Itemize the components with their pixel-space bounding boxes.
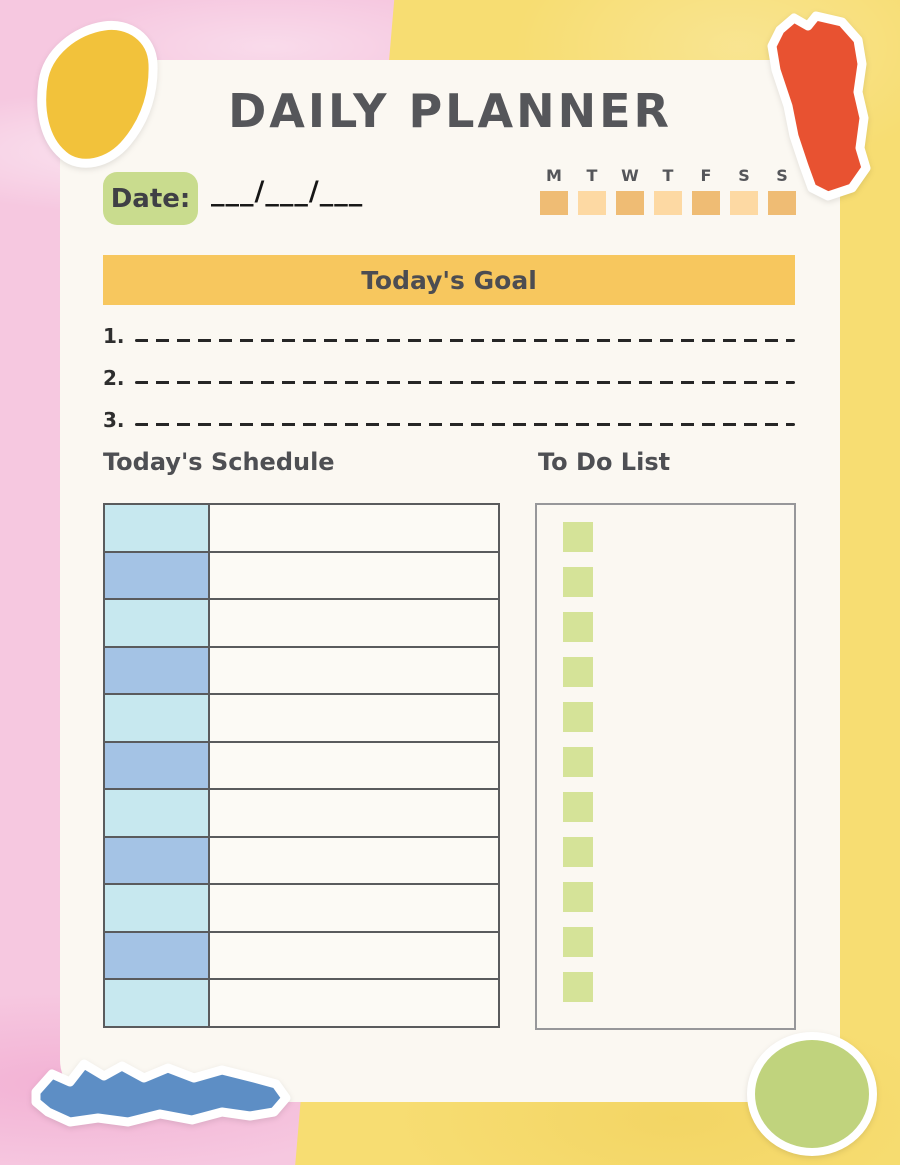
goal-banner: Today's Goal xyxy=(103,255,795,305)
todo-checkbox[interactable] xyxy=(563,747,593,777)
schedule-row xyxy=(105,790,498,838)
date-label: Date: xyxy=(110,183,191,214)
schedule-time-cell[interactable] xyxy=(105,695,210,741)
schedule-row xyxy=(105,552,498,601)
page-title: DAILY PLANNER xyxy=(228,84,672,138)
week-day-label: F xyxy=(700,166,712,185)
todo-checkbox[interactable] xyxy=(563,972,593,1002)
goal-line-number: 3. xyxy=(103,408,125,432)
schedule-row xyxy=(105,505,498,553)
week-day-checkbox[interactable] xyxy=(616,191,644,215)
todo-checkbox[interactable] xyxy=(563,567,593,597)
week-day: F xyxy=(692,168,720,215)
week-day: S xyxy=(730,168,758,215)
goal-line-row: 3. xyxy=(103,390,795,432)
week-day-checkbox[interactable] xyxy=(578,191,606,215)
schedule-row xyxy=(105,742,498,791)
week-day: S xyxy=(768,168,796,215)
todo-checkbox[interactable] xyxy=(563,612,593,642)
schedule-row xyxy=(105,600,498,648)
schedule-entry-cell[interactable] xyxy=(210,647,498,694)
week-day: T xyxy=(654,168,682,215)
todo-list-box xyxy=(535,503,796,1030)
schedule-time-cell[interactable] xyxy=(105,980,210,1027)
goal-line-number: 1. xyxy=(103,324,125,348)
schedule-heading: Today's Schedule xyxy=(103,448,335,476)
schedule-entry-cell[interactable] xyxy=(210,790,498,836)
schedule-entry-cell[interactable] xyxy=(210,695,498,741)
schedule-row xyxy=(105,647,498,696)
todo-checkbox[interactable] xyxy=(563,927,593,957)
todo-checkbox[interactable] xyxy=(563,702,593,732)
yellow-paper-scrap-icon xyxy=(37,20,158,168)
goal-line-row: 2. xyxy=(103,348,795,390)
schedule-time-cell[interactable] xyxy=(105,742,210,789)
goal-line-number: 2. xyxy=(103,366,125,390)
week-day-label: W xyxy=(621,166,639,185)
week-day: M xyxy=(540,168,568,215)
week-day-checkbox[interactable] xyxy=(730,191,758,215)
schedule-entry-cell[interactable] xyxy=(210,505,498,551)
todo-checkbox[interactable] xyxy=(563,522,593,552)
schedule-entry-cell[interactable] xyxy=(210,742,498,789)
schedule-row xyxy=(105,885,498,933)
goal-line-input[interactable] xyxy=(134,339,795,342)
schedule-entry-cell[interactable] xyxy=(210,932,498,979)
schedule-row xyxy=(105,695,498,743)
todo-heading: To Do List xyxy=(538,448,671,476)
schedule-time-cell[interactable] xyxy=(105,885,210,931)
schedule-row xyxy=(105,980,498,1027)
todo-checkbox[interactable] xyxy=(563,882,593,912)
date-fill-in-field[interactable]: ___/___/___ xyxy=(211,176,364,207)
green-paper-circle-icon xyxy=(747,1032,877,1156)
schedule-entry-cell[interactable] xyxy=(210,600,498,646)
todo-checkbox[interactable] xyxy=(563,657,593,687)
todo-checkbox[interactable] xyxy=(563,792,593,822)
goal-banner-label: Today's Goal xyxy=(361,265,537,295)
blue-paper-scrap-icon xyxy=(31,1059,291,1127)
week-day-label: S xyxy=(738,166,750,185)
week-day-label: T xyxy=(662,166,674,185)
goal-line-input[interactable] xyxy=(134,381,795,384)
schedule-row xyxy=(105,837,498,886)
todo-checkbox[interactable] xyxy=(563,837,593,867)
schedule-entry-cell[interactable] xyxy=(210,980,498,1027)
week-day-checkbox[interactable] xyxy=(692,191,720,215)
date-label-pill: Date: xyxy=(103,172,198,225)
week-day-label: S xyxy=(776,166,788,185)
schedule-time-cell[interactable] xyxy=(105,837,210,884)
schedule-entry-cell[interactable] xyxy=(210,552,498,599)
schedule-time-cell[interactable] xyxy=(105,505,210,551)
week-day-label: T xyxy=(586,166,598,185)
goal-line-input[interactable] xyxy=(134,423,795,426)
week-day: T xyxy=(578,168,606,215)
week-day-checkbox[interactable] xyxy=(540,191,568,215)
week-day-label: M xyxy=(546,166,562,185)
schedule-entry-cell[interactable] xyxy=(210,837,498,884)
schedule-time-cell[interactable] xyxy=(105,932,210,979)
goal-line-row: 1. xyxy=(103,306,795,348)
red-paper-scrap-icon xyxy=(767,11,871,201)
week-day: W xyxy=(616,168,644,215)
schedule-time-cell[interactable] xyxy=(105,600,210,646)
schedule-time-cell[interactable] xyxy=(105,552,210,599)
week-day-checkbox[interactable] xyxy=(654,191,682,215)
schedule-time-cell[interactable] xyxy=(105,790,210,836)
schedule-entry-cell[interactable] xyxy=(210,885,498,931)
schedule-time-cell[interactable] xyxy=(105,647,210,694)
schedule-table xyxy=(103,503,500,1028)
schedule-row xyxy=(105,932,498,981)
goal-lines: 1. 2. 3. xyxy=(103,306,795,432)
week-day-checkbox[interactable] xyxy=(768,191,796,215)
